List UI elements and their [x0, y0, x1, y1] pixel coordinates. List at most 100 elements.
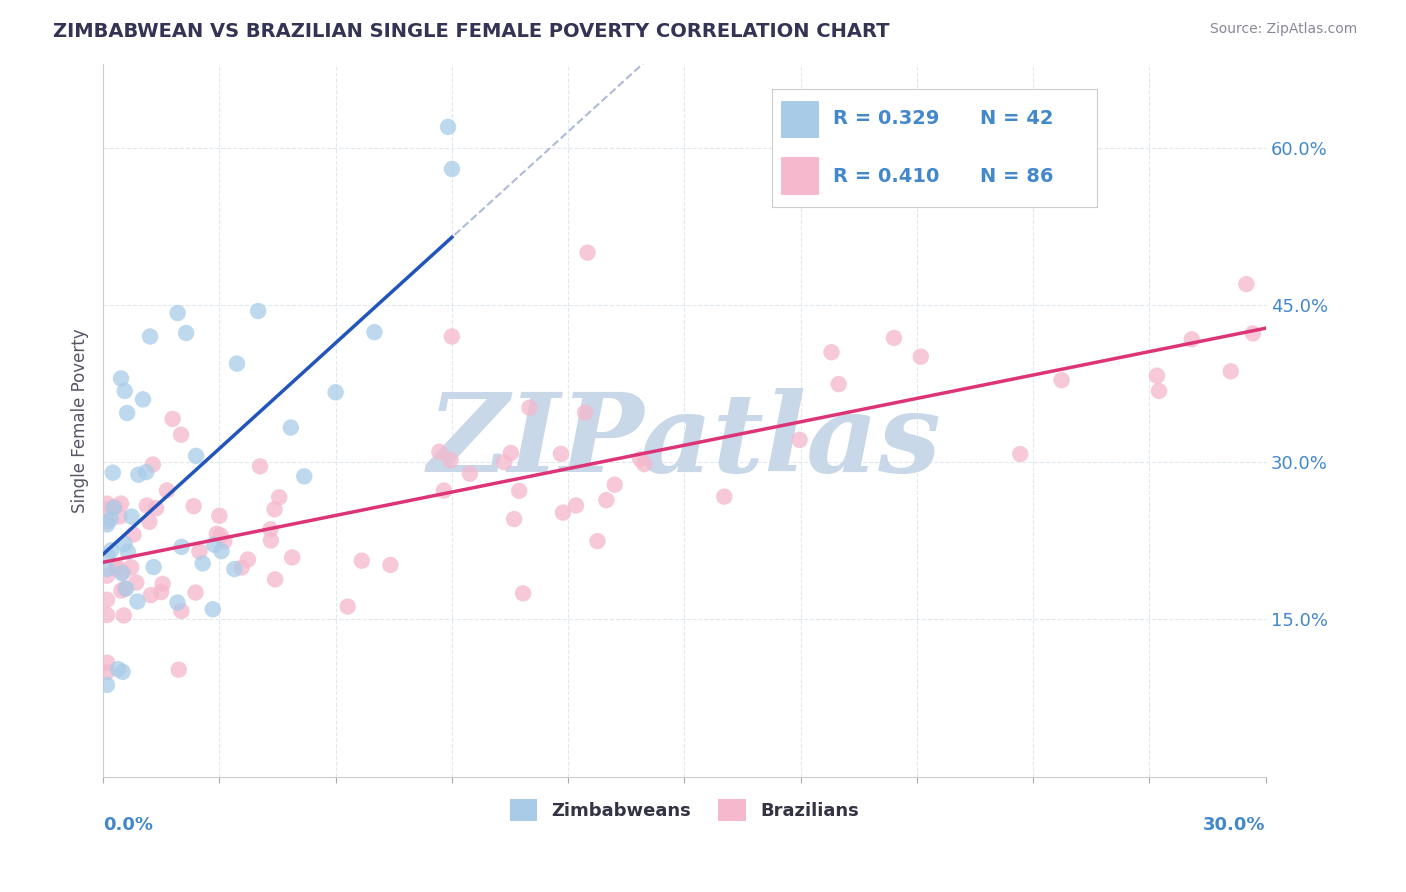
Point — [910, 350, 932, 364]
Point — [437, 120, 460, 134]
Point — [121, 509, 143, 524]
Point — [114, 384, 136, 398]
Point — [117, 545, 139, 559]
Point — [574, 405, 596, 419]
Point — [269, 491, 291, 505]
Point — [103, 501, 125, 516]
Point — [1241, 326, 1264, 341]
Point — [263, 502, 285, 516]
Point — [236, 552, 259, 566]
Y-axis label: Single Female Poverty: Single Female Poverty — [72, 328, 89, 513]
Point — [170, 427, 193, 442]
Legend: Zimbabweans, Brazilians: Zimbabweans, Brazilians — [503, 792, 866, 828]
Point — [97, 549, 120, 563]
Point — [224, 562, 246, 576]
Point — [139, 588, 162, 602]
Point — [1147, 384, 1170, 398]
Point — [281, 550, 304, 565]
Point — [820, 345, 842, 359]
Point — [111, 566, 134, 581]
Point — [1010, 447, 1032, 461]
Point — [209, 528, 232, 542]
Point — [789, 433, 811, 447]
Point — [156, 483, 179, 498]
Point — [111, 565, 134, 579]
Point — [125, 575, 148, 590]
Point — [115, 582, 138, 596]
Point — [96, 665, 118, 679]
Point — [132, 392, 155, 407]
Point — [122, 527, 145, 541]
Point — [439, 453, 461, 467]
Point — [586, 534, 609, 549]
Point — [508, 483, 530, 498]
Point — [264, 573, 287, 587]
Point — [100, 543, 122, 558]
Point — [1234, 277, 1257, 292]
Text: 0.0%: 0.0% — [103, 816, 153, 834]
Point — [519, 401, 541, 415]
Point — [201, 602, 224, 616]
Point — [576, 245, 599, 260]
Point — [212, 534, 235, 549]
Point — [114, 582, 136, 596]
Point — [440, 329, 463, 343]
Point — [145, 501, 167, 516]
Point — [883, 331, 905, 345]
Point — [380, 558, 402, 572]
Point — [142, 560, 165, 574]
Point — [209, 544, 232, 558]
Point — [174, 326, 197, 340]
Point — [139, 329, 162, 343]
Point — [363, 325, 385, 339]
Point — [827, 377, 849, 392]
Point — [494, 455, 516, 469]
Point — [166, 596, 188, 610]
Point — [142, 458, 165, 472]
Point — [150, 585, 173, 599]
Point — [231, 560, 253, 574]
Point — [633, 457, 655, 471]
Point — [1181, 332, 1204, 346]
Point — [110, 583, 132, 598]
Point — [96, 562, 118, 576]
Point — [152, 577, 174, 591]
Point — [105, 559, 128, 574]
Point — [103, 500, 125, 514]
Point — [713, 490, 735, 504]
Point — [162, 412, 184, 426]
Point — [595, 493, 617, 508]
Point — [120, 560, 142, 574]
Point — [208, 508, 231, 523]
Point — [458, 467, 481, 481]
Point — [1219, 364, 1241, 378]
Point — [433, 483, 456, 498]
Point — [259, 522, 281, 536]
Point — [135, 499, 157, 513]
Point — [628, 452, 651, 467]
Point — [105, 561, 128, 575]
Point — [110, 371, 132, 385]
Point — [112, 608, 135, 623]
Point — [127, 594, 149, 608]
Point — [191, 557, 214, 571]
Point — [503, 512, 526, 526]
Point — [249, 459, 271, 474]
Text: ZIPatlas: ZIPatlas — [427, 388, 942, 495]
Point — [170, 540, 193, 554]
Point — [96, 515, 118, 529]
Point — [280, 420, 302, 434]
Point — [115, 406, 138, 420]
Point — [247, 304, 270, 318]
Point — [260, 533, 283, 548]
Point — [114, 537, 136, 551]
Point — [427, 444, 450, 458]
Point — [170, 604, 193, 618]
Point — [166, 306, 188, 320]
Point — [111, 665, 134, 679]
Point — [336, 599, 359, 614]
Point — [96, 517, 118, 532]
Point — [167, 663, 190, 677]
Point — [96, 678, 118, 692]
Point — [226, 357, 249, 371]
